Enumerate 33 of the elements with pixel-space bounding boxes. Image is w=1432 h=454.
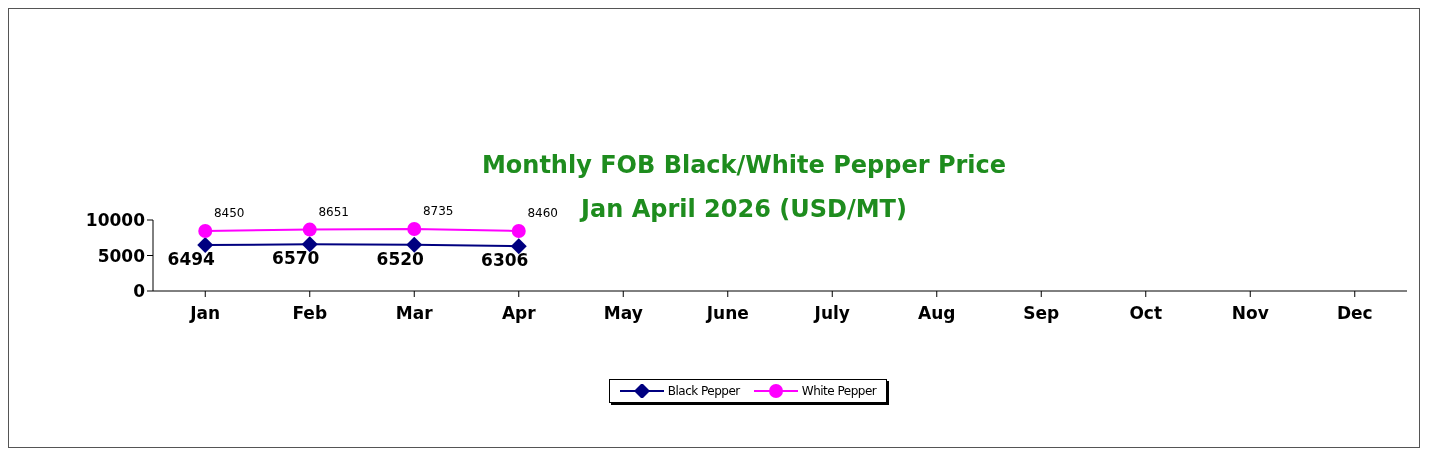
x-tick-label: Oct — [1129, 303, 1163, 324]
data-label: 6306 — [481, 250, 529, 271]
point — [197, 236, 214, 253]
legend-label: White Pepper — [801, 384, 877, 398]
data-label: 6494 — [167, 248, 216, 269]
x-tick-label: Mar — [395, 303, 434, 324]
chart-subtitle: Jan April 2026 (USD/MT) — [581, 195, 907, 223]
data-label: 6520 — [376, 248, 425, 269]
data-label: 8450 — [213, 206, 245, 221]
legend-label: Black Pepper — [667, 384, 740, 398]
x-tick-label: Nov — [1231, 303, 1269, 324]
data-label: 8735 — [422, 203, 454, 218]
x-tick-label: May — [603, 303, 643, 324]
point — [406, 236, 423, 253]
y-tick-label: 0 — [133, 281, 146, 302]
point — [198, 224, 213, 239]
x-tick-label: Sep — [1023, 303, 1060, 324]
x-tick-label: Jan — [189, 303, 221, 324]
point — [511, 223, 526, 238]
data-label: 8460 — [527, 205, 559, 220]
x-tick-label: Aug — [918, 303, 956, 324]
x-tick-label: Dec — [1336, 303, 1373, 324]
x-tick-label: Feb — [292, 303, 328, 324]
point — [407, 221, 422, 236]
data-label: 8651 — [318, 204, 350, 219]
data-label: 6570 — [272, 248, 320, 269]
x-tick-label: July — [813, 303, 850, 324]
point — [302, 222, 317, 237]
y-tick-label: 5000 — [97, 245, 146, 266]
x-tick-label: June — [705, 303, 749, 324]
x-tick-label: Apr — [501, 303, 537, 324]
chart-title: Monthly FOB Black/White Pepper Price — [480, 150, 1008, 181]
y-tick-label: 10000 — [85, 210, 146, 231]
